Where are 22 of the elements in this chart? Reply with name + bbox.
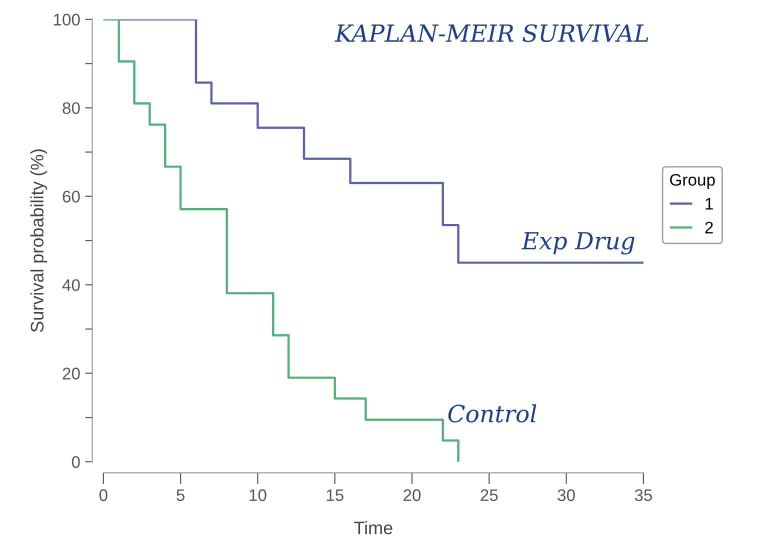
legend-label: 2: [705, 222, 713, 234]
y-tick-label: 100: [54, 14, 80, 26]
x-tick-label: 5: [176, 489, 184, 502]
y-tick-label: 0: [72, 456, 80, 468]
x-tick-label: 10: [250, 489, 266, 502]
legend-label: 1: [706, 198, 713, 210]
y-axis-title: Survival probability (%): [30, 149, 48, 332]
x-tick-label: 15: [326, 489, 344, 502]
x-tick-label: 35: [634, 489, 652, 502]
x-tick-label: 0: [99, 489, 108, 502]
annotation: Exp Drug: [521, 232, 634, 255]
annotation: KAPLAN-MEIR SURVIVAL: [334, 24, 648, 42]
y-tick-label: 20: [62, 368, 80, 380]
y-tick-label: 60: [62, 190, 80, 203]
x-tick-label: 25: [480, 489, 498, 502]
legend-title: Group: [670, 174, 715, 190]
y-tick-label: 40: [62, 279, 80, 291]
y-tick-label: 80: [62, 102, 80, 114]
x-axis-title: Time: [354, 521, 392, 534]
x-tick-label: 20: [404, 489, 421, 502]
annotation: Control: [448, 404, 536, 423]
x-tick-label: 30: [558, 489, 575, 502]
